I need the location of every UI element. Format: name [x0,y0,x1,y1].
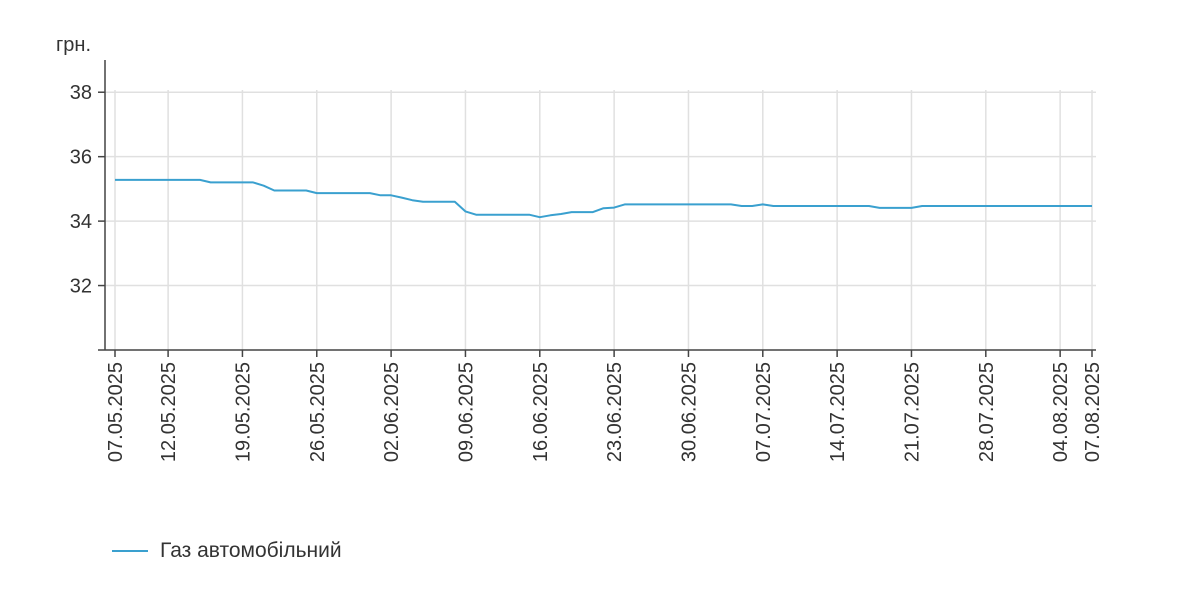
x-tick-label: 28.07.2025 [976,362,998,462]
axes [98,60,1096,357]
labels: 32 34 36 38 07.05.2025 12.05.2025 19.05.2025 26… [56,34,1104,462]
x-tick-label: 23.06.2025 [604,362,626,462]
y-axis-unit-label: грн. [56,34,91,56]
y-tick-label: 32 [70,276,92,298]
x-tick-label: 14.07.2025 [827,362,849,462]
legend-swatch [112,550,148,552]
y-tick-label: 34 [70,211,92,233]
x-tick-label: 26.05.2025 [307,362,329,462]
grid [105,90,1096,350]
x-tick-label: 07.08.2025 [1082,362,1104,462]
x-tick-label: 02.06.2025 [381,362,403,462]
x-tick-label: 07.05.2025 [105,362,127,462]
x-tick-label: 04.08.2025 [1050,362,1072,462]
y-tick-label: 36 [70,147,92,169]
legend[interactable]: Газ автомобільний [112,536,342,566]
y-tick-label: 38 [70,82,92,104]
x-tick-label: 07.07.2025 [753,362,775,462]
x-tick-label: 21.07.2025 [901,362,923,462]
x-tick-label: 19.05.2025 [232,362,254,462]
x-tick-label: 09.06.2025 [455,362,477,462]
series-line-gaz-avtomobilnyi [115,178,1092,219]
x-tick-label: 12.05.2025 [158,362,180,462]
series-layer [115,178,1092,219]
x-tick-label: 30.06.2025 [678,362,700,462]
legend-label: Газ автомобільний [160,539,342,562]
x-tick-label: 16.06.2025 [530,362,552,462]
